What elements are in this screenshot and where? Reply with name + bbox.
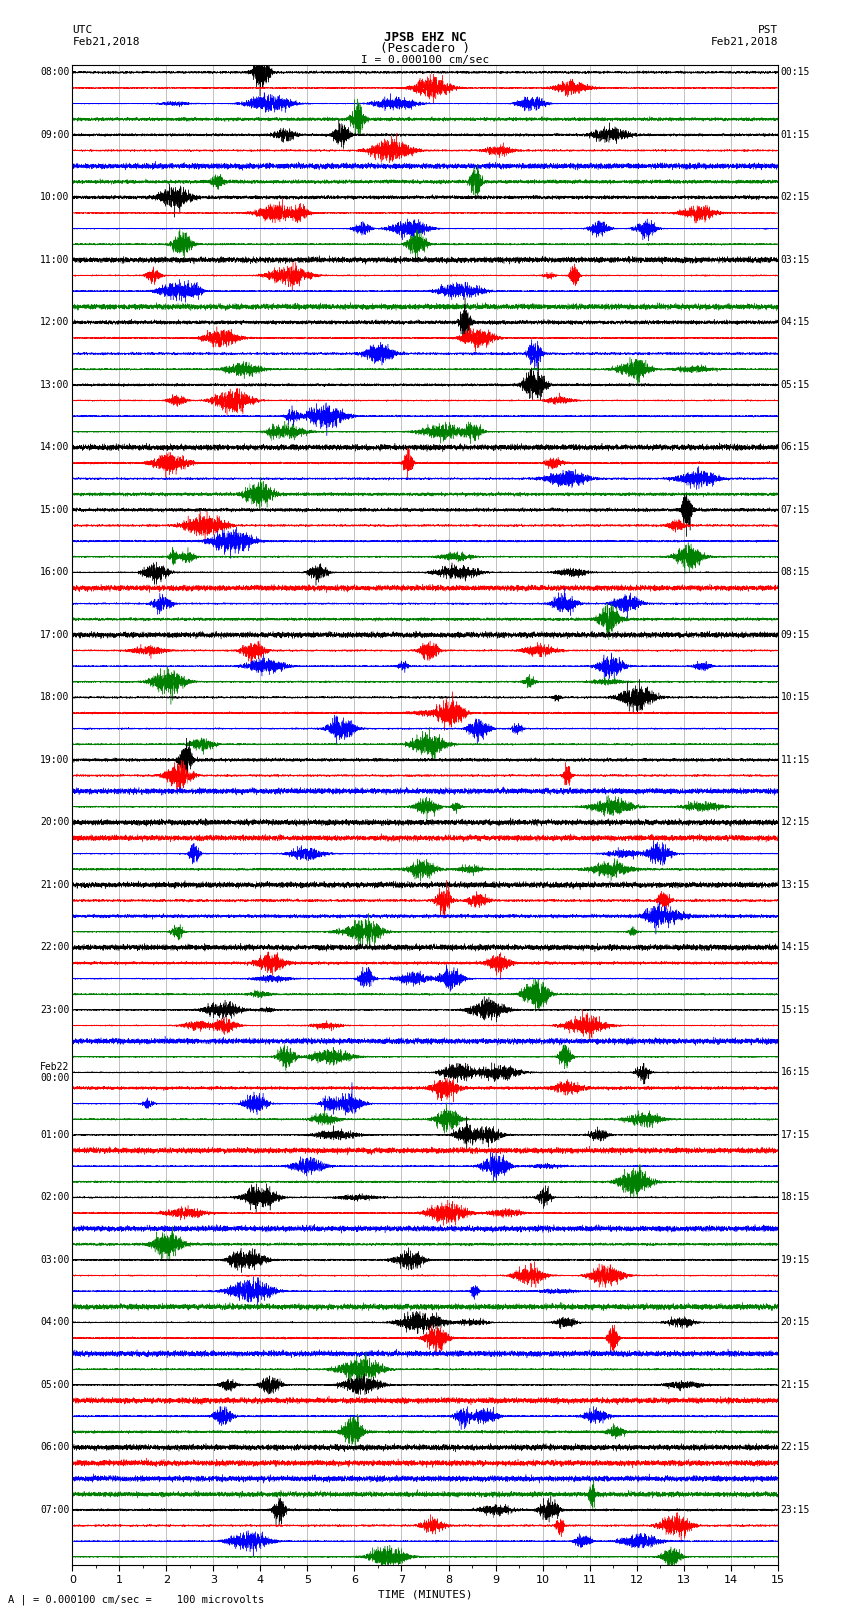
Text: PST: PST: [757, 26, 778, 35]
Text: Feb21,2018: Feb21,2018: [711, 37, 778, 47]
Text: A | = 0.000100 cm/sec =    100 microvolts: A | = 0.000100 cm/sec = 100 microvolts: [8, 1594, 264, 1605]
Text: JPSB EHZ NC: JPSB EHZ NC: [383, 31, 467, 44]
Text: (Pescadero ): (Pescadero ): [380, 42, 470, 55]
Text: Feb21,2018: Feb21,2018: [72, 37, 139, 47]
Text: UTC: UTC: [72, 26, 93, 35]
Text: I = 0.000100 cm/sec: I = 0.000100 cm/sec: [361, 55, 489, 65]
X-axis label: TIME (MINUTES): TIME (MINUTES): [377, 1589, 473, 1598]
